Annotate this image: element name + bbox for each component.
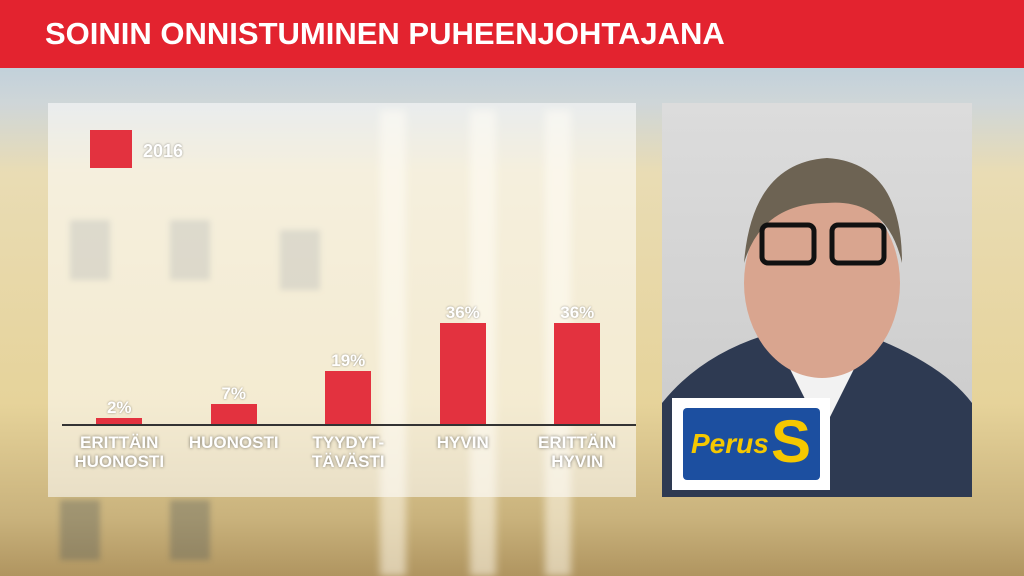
- value-label: 2%: [106, 398, 132, 418]
- bg-window: [170, 500, 210, 560]
- logo-background: Perus S: [683, 408, 820, 480]
- bar: [325, 370, 372, 424]
- bar: [96, 418, 143, 424]
- bg-window: [60, 500, 100, 560]
- chart-title: SOININ ONNISTUMINEN PUHEENJOHTAJANA: [45, 16, 725, 51]
- value-label: 7%: [221, 384, 247, 404]
- baseline: [62, 424, 636, 426]
- bar: [210, 404, 257, 424]
- legend-swatch: [90, 130, 132, 168]
- logo-box: Perus S: [672, 398, 830, 490]
- face: [744, 188, 900, 378]
- bar: [554, 323, 601, 424]
- x-tick-label: ERITTÄIN HYVIN: [538, 433, 617, 471]
- title-bar: SOININ ONNISTUMINEN PUHEENJOHTAJANA: [0, 0, 1024, 68]
- x-tick-label: HUONOSTI: [188, 433, 279, 452]
- x-tick-label: HYVIN: [436, 433, 489, 452]
- x-tick-label: ERITTÄIN HUONOSTI: [74, 433, 165, 471]
- value-label: 19%: [331, 350, 366, 370]
- logo-text: Perus: [691, 428, 769, 459]
- chart-panel: [48, 103, 636, 497]
- value-label: 36%: [445, 303, 480, 323]
- legend-label: 2016: [143, 141, 184, 161]
- hair: [744, 158, 902, 263]
- x-tick-label: TYYDYT- TÄVÄSTI: [311, 433, 385, 471]
- glasses: [829, 222, 887, 266]
- value-label: 36%: [560, 303, 595, 323]
- glasses: [759, 222, 817, 266]
- logo-letter: S: [771, 408, 812, 475]
- bar: [439, 323, 486, 424]
